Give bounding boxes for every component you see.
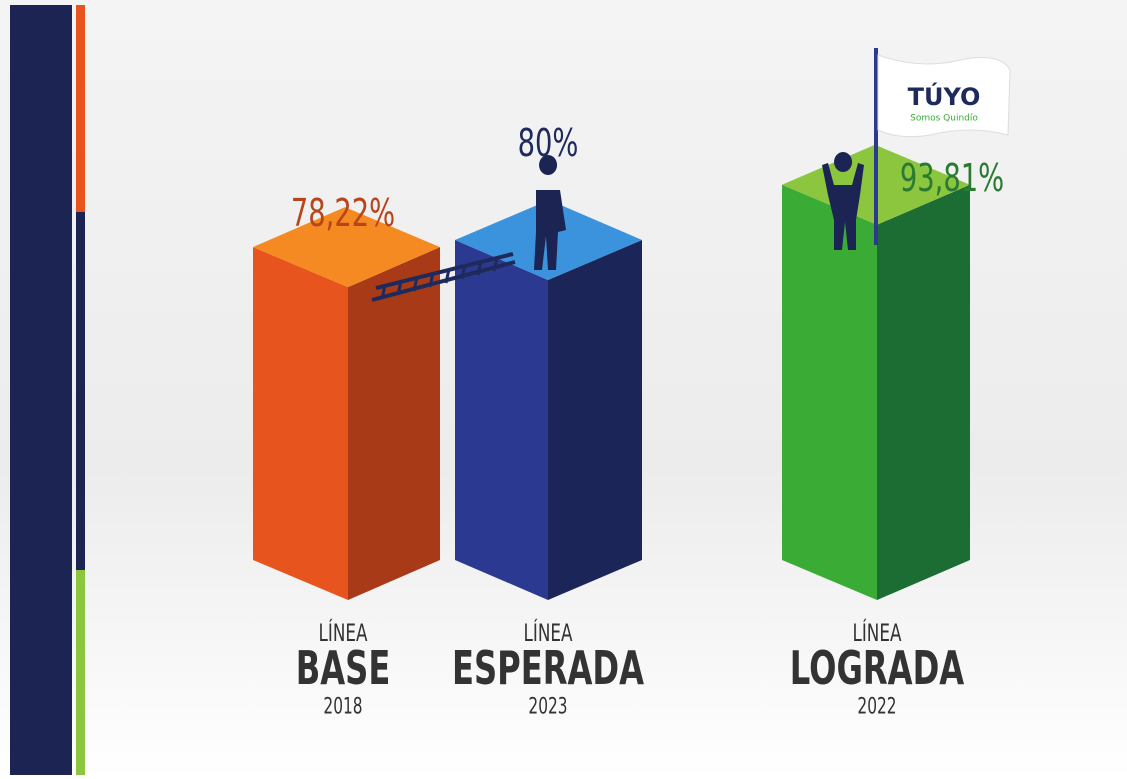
category-label: 2018 xyxy=(323,694,362,719)
ladder-rung xyxy=(460,264,467,280)
bar-front xyxy=(455,240,548,600)
left-band xyxy=(10,5,72,775)
bar-side xyxy=(548,240,642,600)
stripe-orange xyxy=(76,5,85,212)
bar-front xyxy=(782,184,877,600)
ladder-rung xyxy=(380,284,387,300)
stripe-navy xyxy=(76,212,85,570)
category-label: ESPERADA xyxy=(452,642,644,695)
ladder-rung xyxy=(412,276,419,292)
decorations: TÚYO Somos Quindío xyxy=(371,48,1011,302)
category-label: LÍNEA xyxy=(319,618,368,647)
person xyxy=(534,155,566,270)
ladder-rail xyxy=(371,260,516,302)
bar-front xyxy=(253,247,348,600)
ladder-rail xyxy=(375,252,514,290)
logo-tagline: Somos Quindío xyxy=(910,114,978,124)
category-label: LOGRADA xyxy=(790,642,965,695)
bar-top xyxy=(253,207,440,288)
bars xyxy=(253,144,970,600)
flag xyxy=(877,54,1011,138)
category-label: 2022 xyxy=(857,694,896,719)
value-label: 80% xyxy=(518,120,579,165)
ladder-rung xyxy=(396,280,403,296)
ladder-rung xyxy=(428,272,435,288)
ladder-rung xyxy=(444,268,451,284)
ladder-rung xyxy=(492,256,499,272)
category-label: BASE xyxy=(296,642,391,695)
value-label: 93,81% xyxy=(900,155,1004,200)
bar-side xyxy=(348,247,440,600)
category-label: LÍNEA xyxy=(524,618,573,647)
person xyxy=(822,152,864,250)
value-label: 78,22% xyxy=(291,190,395,235)
bar-side xyxy=(877,184,970,600)
stripe-green xyxy=(76,570,85,775)
category-label: 2023 xyxy=(528,694,567,719)
logo-text: TÚYO xyxy=(908,81,981,111)
ladder-rung xyxy=(476,260,483,276)
category-label: LÍNEA xyxy=(853,618,902,647)
